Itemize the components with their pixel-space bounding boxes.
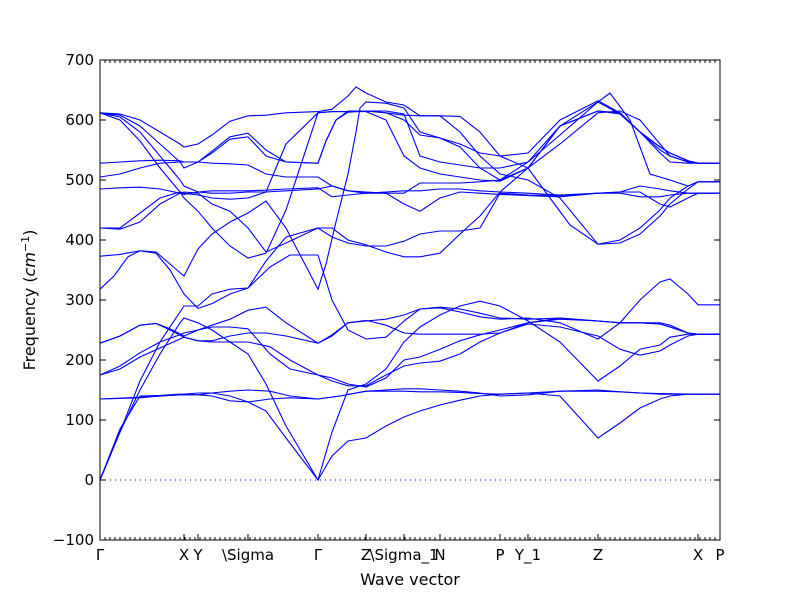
band-line-2: [99, 300, 720, 482]
band-line-9: [99, 317, 720, 344]
x-tick-label: Z: [593, 546, 603, 564]
x-axis-ticks: Γ X Y \Sigma Γ Z\Sigma_1N P Y_1 Z X P: [96, 60, 725, 565]
x-tick-label: X: [693, 546, 703, 564]
x-tick-label: \Sigma_1: [369, 546, 438, 565]
y-tick-label: 200: [65, 351, 94, 369]
y-tick-label: 300: [65, 291, 94, 309]
x-tick-label: P: [495, 546, 504, 564]
band-line-13: [99, 167, 720, 258]
band-line-5: [99, 388, 720, 403]
x-tick-label: Γ: [314, 546, 323, 564]
y-tick-label: 400: [65, 231, 94, 249]
y-axis-ticks: −100 0 100 200 300 400 500 600 700: [53, 51, 720, 549]
plot-frame: [99, 59, 721, 541]
y-axis-label-unit: cm: [20, 252, 39, 276]
y-axis-label: Frequency (cm−1): [19, 230, 40, 371]
band-line-3: [99, 392, 720, 481]
band-line-15: [99, 110, 720, 194]
x-tick-label: Y_1: [514, 546, 541, 565]
band-line-20: [99, 86, 720, 169]
y-axis-label-exponent: −1: [19, 236, 32, 252]
y-axis-label-close: ): [20, 230, 39, 236]
band-line-17: [99, 100, 720, 169]
x-tick-label: \Sigma: [222, 546, 274, 564]
band-line-16: [99, 101, 720, 169]
y-tick-label: 700: [65, 51, 94, 69]
x-tick-label: Γ: [96, 546, 105, 564]
x-tick-label: X: [179, 546, 189, 564]
band-lines: [99, 86, 720, 482]
band-line-7: [99, 318, 720, 388]
x-tick-label: N: [434, 546, 445, 564]
band-line-8: [99, 306, 720, 344]
y-axis-label-text: Frequency (: [20, 276, 39, 370]
band-line-19: [99, 110, 720, 259]
y-tick-label: 100: [65, 411, 94, 429]
band-line-4: [99, 389, 720, 400]
band-line-10: [99, 92, 720, 291]
band-line-1: [99, 254, 720, 481]
y-tick-label: −100: [53, 531, 94, 549]
x-tick-label: Z: [361, 546, 371, 564]
y-tick-label: 0: [84, 471, 94, 489]
y-tick-label: 500: [65, 171, 94, 189]
y-tick-label: 600: [65, 111, 94, 129]
band-line-11: [99, 185, 720, 310]
band-line-14: [99, 186, 720, 208]
band-line-18: [99, 110, 720, 245]
x-tick-label: P: [715, 546, 724, 564]
x-axis-label: Wave vector: [360, 570, 460, 589]
x-tick-label: Y: [192, 546, 203, 564]
